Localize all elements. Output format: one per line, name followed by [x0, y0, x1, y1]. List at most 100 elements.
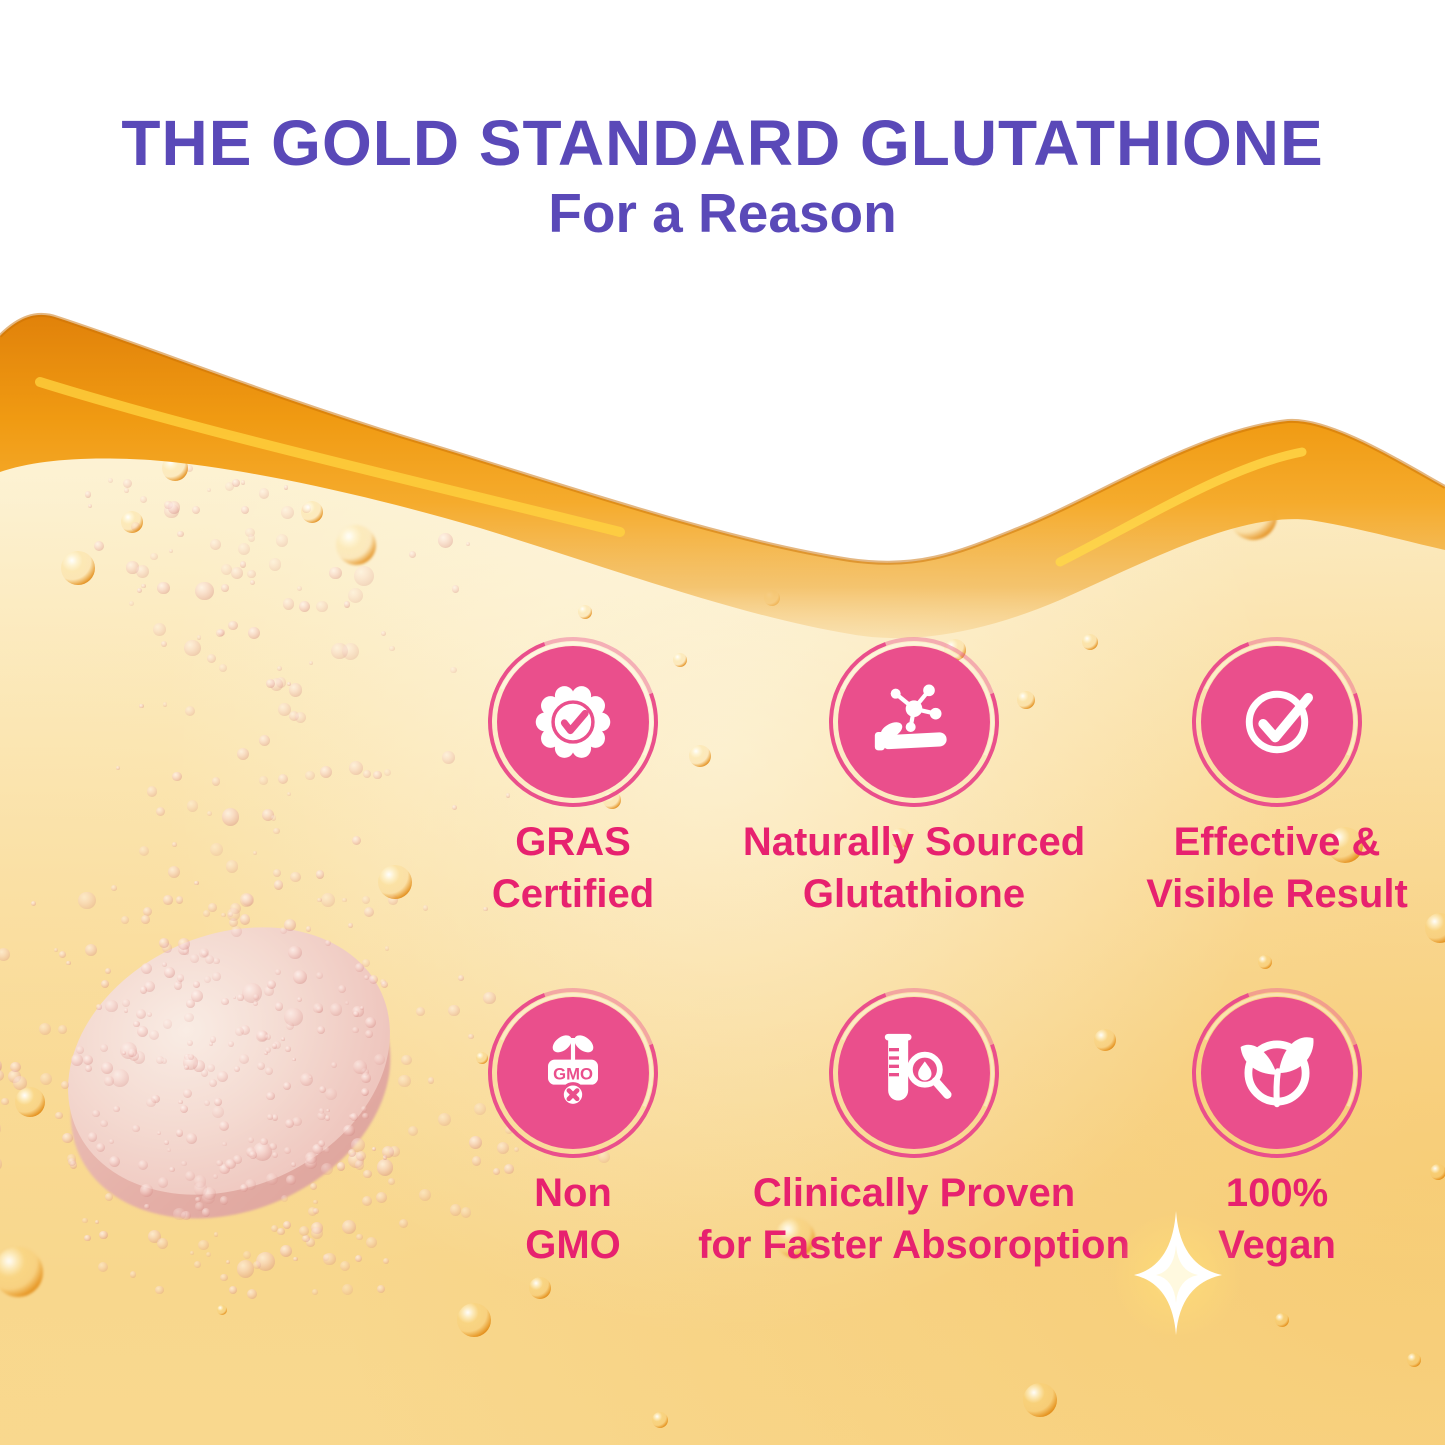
pink-bubble — [387, 895, 398, 905]
pink-bubble — [262, 808, 275, 821]
pink-bubble — [92, 1109, 100, 1118]
pink-bubble — [350, 1137, 365, 1152]
pink-bubble — [329, 566, 342, 580]
pink-bubble — [175, 1129, 183, 1137]
gold-bubble — [1017, 691, 1035, 709]
pink-bubble — [214, 1098, 222, 1106]
pink-bubble — [361, 1195, 373, 1207]
pink-bubble — [96, 1004, 102, 1010]
pink-bubble — [129, 1271, 137, 1278]
pink-bubble — [291, 1162, 296, 1167]
pink-bubble — [192, 981, 200, 989]
pink-bubble — [271, 1114, 279, 1121]
pink-bubble — [173, 1208, 186, 1221]
pink-bubble — [231, 478, 240, 487]
pink-bubble — [497, 1141, 510, 1154]
pink-bubble — [66, 960, 71, 966]
pink-bubble — [276, 666, 282, 672]
pink-bubble — [365, 1236, 378, 1249]
pink-bubble — [263, 1050, 268, 1055]
pink-bubble — [166, 1147, 171, 1152]
pink-bubble — [183, 1089, 193, 1099]
pink-bubble — [168, 865, 181, 878]
wave-ribbon — [0, 314, 1445, 639]
pink-bubble — [224, 481, 234, 491]
pink-bubble — [361, 1073, 371, 1083]
pink-bubble — [245, 1179, 256, 1190]
pink-bubble — [229, 902, 242, 915]
pink-bubble — [273, 879, 284, 890]
pink-bubble — [162, 702, 168, 707]
pink-bubble — [273, 827, 280, 835]
pink-bubble — [271, 1043, 278, 1049]
pink-bubble — [305, 770, 315, 781]
pink-bubble — [186, 800, 199, 812]
sparkle-icon — [1096, 1195, 1256, 1355]
pink-bubble — [236, 747, 250, 761]
pink-bubble — [242, 983, 262, 1003]
gold-bubble — [1425, 913, 1445, 943]
gold-bubble — [1407, 1353, 1421, 1367]
pink-bubble — [204, 1100, 211, 1106]
pink-bubble — [207, 488, 212, 493]
pink-bubble — [274, 968, 282, 976]
pink-bubble — [141, 914, 151, 924]
pink-bubble — [237, 542, 250, 555]
pink-bubble — [452, 804, 458, 810]
gold-bubble — [673, 653, 687, 667]
pink-bubble — [84, 1234, 92, 1242]
pink-bubble — [306, 926, 312, 932]
pink-bubble — [109, 1156, 121, 1168]
gold-bubble — [1023, 1383, 1057, 1417]
pink-bubble — [147, 1012, 153, 1018]
pink-bubble — [290, 871, 301, 882]
pink-bubble — [382, 1257, 389, 1264]
pink-bubble — [260, 1138, 268, 1146]
pink-bubble — [184, 1170, 196, 1182]
pink-bubble — [113, 1105, 120, 1113]
pink-bubble — [136, 1009, 147, 1020]
pink-bubble — [320, 1163, 333, 1176]
pink-bubble — [273, 869, 282, 878]
pink-bubble — [159, 938, 170, 948]
pink-bubble — [318, 1108, 324, 1114]
pink-bubble — [195, 581, 214, 601]
pink-bubble — [283, 1082, 292, 1090]
pink-bubble — [267, 1114, 273, 1120]
pink-bubble — [138, 1159, 149, 1170]
pink-bubble — [124, 1008, 129, 1013]
pink-bubble — [269, 558, 282, 571]
gold-bubble — [0, 1247, 43, 1297]
gold-bubble — [1327, 827, 1363, 863]
pink-bubble — [389, 645, 395, 652]
molecule-hand-icon — [838, 646, 990, 798]
liquid-wave — [0, 0, 1445, 639]
pink-bubble — [211, 777, 221, 786]
pink-bubble — [274, 1002, 284, 1011]
pink-bubble — [200, 950, 208, 958]
pink-bubble — [127, 1047, 137, 1057]
gold-bubble — [61, 551, 95, 585]
pink-bubble — [316, 600, 328, 613]
pink-bubble — [197, 1239, 209, 1251]
pink-bubble — [220, 1273, 228, 1282]
pink-bubble — [284, 1007, 303, 1027]
pink-bubble — [448, 1004, 460, 1017]
pink-bubble — [278, 774, 289, 785]
pink-bubble — [326, 1108, 330, 1113]
pink-bubble — [234, 1026, 244, 1036]
pink-bubble — [218, 1121, 229, 1132]
pink-bubble — [82, 1217, 89, 1224]
badge-label: GRAS Certified — [313, 816, 833, 920]
pink-bubble — [281, 1037, 285, 1041]
pink-bubble — [237, 994, 244, 1001]
pink-bubble — [194, 1202, 204, 1211]
pink-bubble — [139, 1183, 154, 1197]
pink-bubble — [265, 679, 275, 689]
gold-bubble — [1430, 1164, 1445, 1180]
pink-bubble — [139, 703, 144, 709]
pink-bubble — [109, 1138, 115, 1144]
pink-bubble — [162, 943, 173, 953]
pink-bubble — [469, 1136, 483, 1149]
pink-bubble — [0, 1157, 2, 1172]
